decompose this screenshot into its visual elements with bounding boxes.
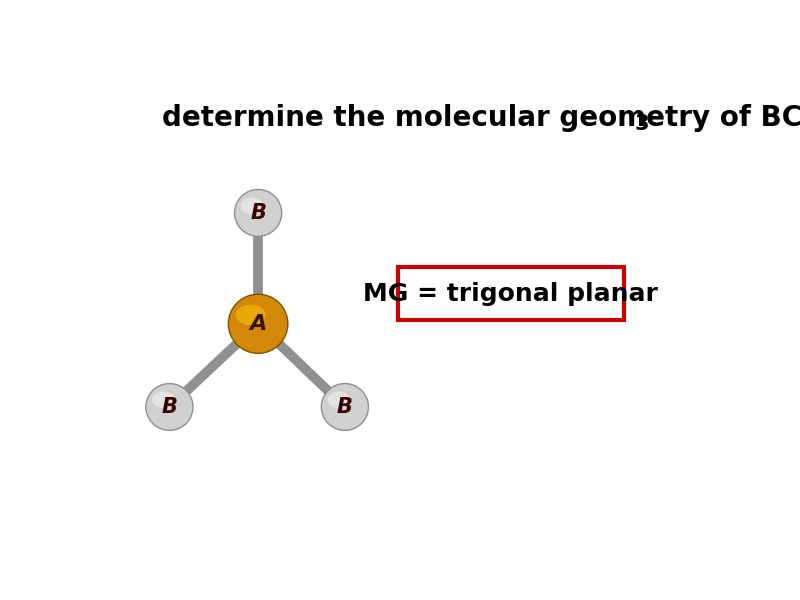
Ellipse shape — [322, 383, 369, 430]
Ellipse shape — [234, 190, 282, 236]
Text: 3: 3 — [634, 114, 649, 134]
Text: A: A — [250, 314, 266, 334]
Ellipse shape — [152, 392, 175, 408]
Text: determine the molecular geometry of BCl: determine the molecular geometry of BCl — [162, 104, 800, 132]
Ellipse shape — [327, 392, 350, 408]
Text: B: B — [337, 397, 353, 417]
Text: B: B — [162, 397, 178, 417]
Ellipse shape — [146, 383, 193, 430]
Text: B: B — [250, 203, 266, 223]
Ellipse shape — [241, 197, 264, 214]
FancyBboxPatch shape — [398, 267, 624, 320]
Ellipse shape — [228, 294, 288, 353]
Ellipse shape — [236, 305, 266, 325]
Text: MG = trigonal planar: MG = trigonal planar — [363, 282, 658, 306]
